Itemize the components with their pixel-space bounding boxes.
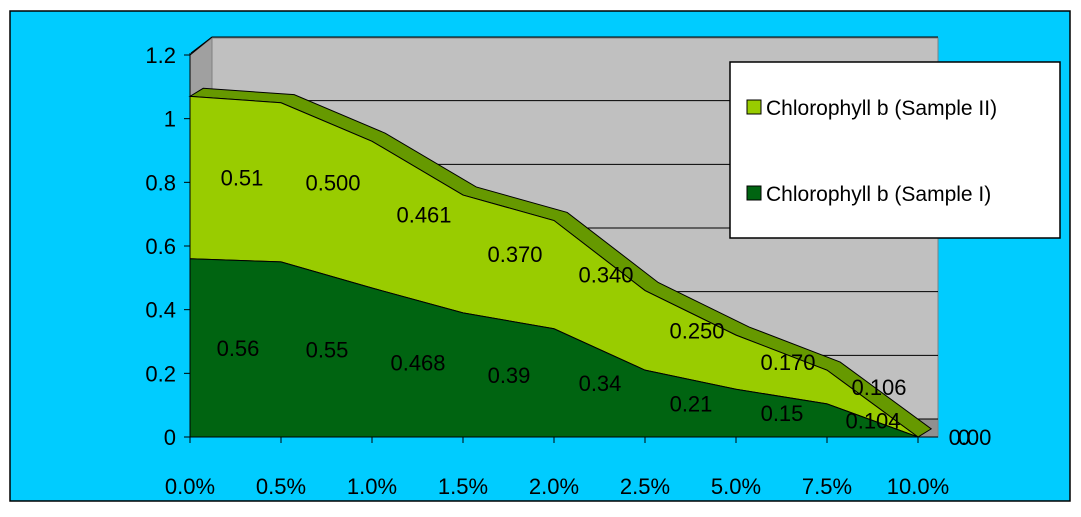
data-label-sample-II: 0.51 <box>221 166 264 191</box>
x-tick-label: 7.5% <box>802 474 852 499</box>
y-tick-label: 0.6 <box>145 234 176 259</box>
data-label-sample-II: 0.250 <box>669 318 724 343</box>
legend-label: Chlorophyll b (Sample I) <box>766 183 991 206</box>
legend-swatch <box>746 99 762 115</box>
data-label-sample-I: 0.104 <box>845 408 900 433</box>
data-label-sample-I: 0 <box>958 425 970 450</box>
y-tick-label: 0 <box>164 425 176 450</box>
data-label-sample-I: 0.34 <box>579 371 622 396</box>
y-tick-label: 0.2 <box>145 361 176 386</box>
data-label-sample-I: 0.55 <box>306 337 349 362</box>
x-tick-label: 0.0% <box>165 474 215 499</box>
x-tick-label: 2.5% <box>620 474 670 499</box>
x-tick-label: 10.0% <box>887 474 949 499</box>
legend-label: Chlorophyll b (Sample II) <box>766 97 997 120</box>
data-label-sample-II: 0.340 <box>578 263 633 288</box>
data-label-sample-II: 0.500 <box>305 170 360 195</box>
data-label-sample-I: 0.21 <box>670 392 713 417</box>
y-tick-label: 1.2 <box>145 43 176 68</box>
legend-box <box>729 61 1061 239</box>
data-label-sample-I: 0.468 <box>390 351 445 376</box>
x-tick-label: 2.0% <box>529 474 579 499</box>
data-label-sample-II: 0.00 <box>949 425 992 450</box>
x-tick-label: 1.5% <box>438 474 488 499</box>
data-label-sample-I: 0.39 <box>488 363 531 388</box>
x-tick-label: 5.0% <box>711 474 761 499</box>
y-tick-label: 0.8 <box>145 170 176 195</box>
x-tick-label: 1.0% <box>347 474 397 499</box>
axis-corner-line <box>190 36 213 54</box>
legend-swatch <box>746 185 762 201</box>
data-label-sample-I: 0.56 <box>217 336 260 361</box>
data-label-sample-II: 0.461 <box>396 203 451 228</box>
data-label-sample-II: 0.106 <box>851 375 906 400</box>
y-tick-label: 1 <box>164 107 176 132</box>
data-label-sample-I: 0.15 <box>761 401 804 426</box>
data-label-sample-II: 0.170 <box>760 350 815 375</box>
data-label-sample-II: 0.370 <box>487 242 542 267</box>
y-tick-label: 0.4 <box>145 298 176 323</box>
x-tick-label: 0.5% <box>256 474 306 499</box>
